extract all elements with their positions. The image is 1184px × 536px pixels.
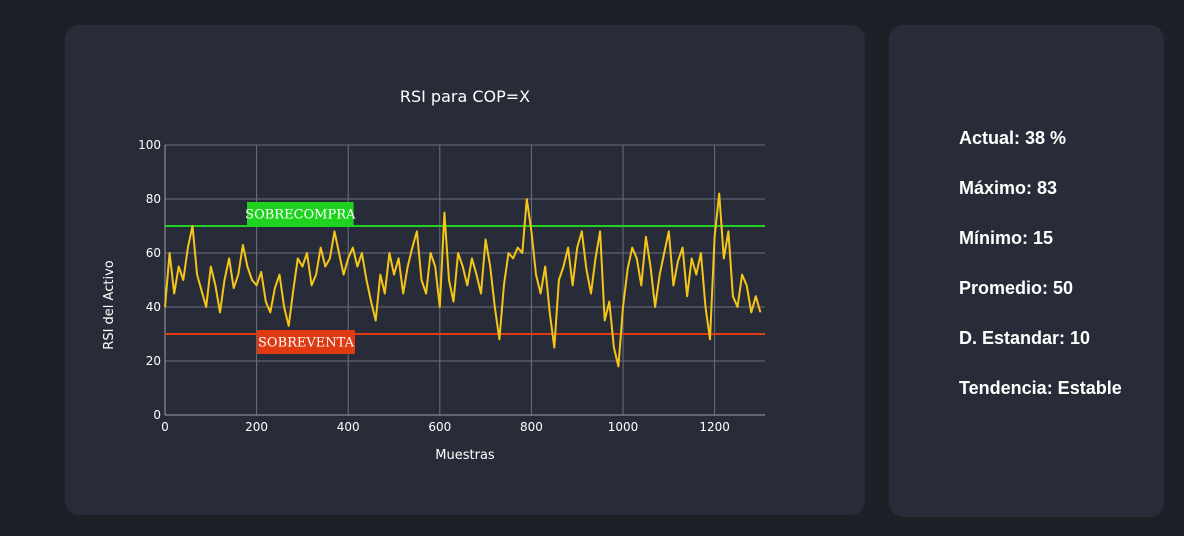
y-tick-label: 80 — [146, 192, 161, 206]
rsi-chart[interactable]: RSI para COP=X RSI del Activo Muestras 0… — [65, 25, 865, 515]
sobreventa-label: SOBREVENTA — [258, 336, 355, 351]
rsi-series: SOBRECOMPRA SOBREVENTA — [164, 192, 762, 368]
stat-actual: Actual: 38 % — [959, 128, 1067, 148]
y-axis-label: RSI del Activo — [102, 260, 117, 349]
stat-maximo: Máximo: 83 — [959, 178, 1058, 198]
stat-promedio: Promedio: 50 — [959, 278, 1074, 298]
x-tick-label: 0 — [161, 420, 169, 434]
x-tick-label: 600 — [428, 420, 451, 434]
x-axis-label: Muestras — [435, 448, 495, 463]
rsi-line — [164, 192, 762, 368]
sobrecompra-label: SOBRECOMPRA — [245, 208, 356, 223]
stat-desviacion: D. Estandar: 10 — [959, 328, 1091, 348]
y-tick-label: 100 — [138, 138, 161, 152]
y-tick-label: 20 — [146, 354, 161, 368]
stat-tendencia: Tendencia: Estable — [959, 378, 1122, 398]
x-tick-label: 1000 — [608, 420, 639, 434]
chart-title: RSI para COP=X — [400, 87, 530, 106]
y-tick-label: 0 — [153, 408, 161, 422]
x-tick-label: 200 — [245, 420, 268, 434]
tick-labels: 0 200 400 600 800 1000 1200 0 20 40 60 80 100 — [138, 138, 730, 434]
x-tick-label: 400 — [337, 420, 360, 434]
x-tick-label: 1200 — [699, 420, 730, 434]
y-tick-label: 40 — [146, 300, 161, 314]
y-tick-label: 60 — [146, 246, 161, 260]
axes — [164, 145, 765, 416]
sobreventa-label-bg — [257, 330, 355, 354]
rsi-chart-card: RSI para COP=X RSI del Activo Muestras 0… — [65, 25, 865, 515]
sobrecompra-label-bg — [247, 202, 354, 226]
x-tick-label: 800 — [520, 420, 543, 434]
stats-panel: Actual: 38 % Máximo: 83 Mínimo: 15 Prome… — [889, 25, 1164, 517]
stat-minimo: Mínimo: 15 — [959, 228, 1054, 248]
